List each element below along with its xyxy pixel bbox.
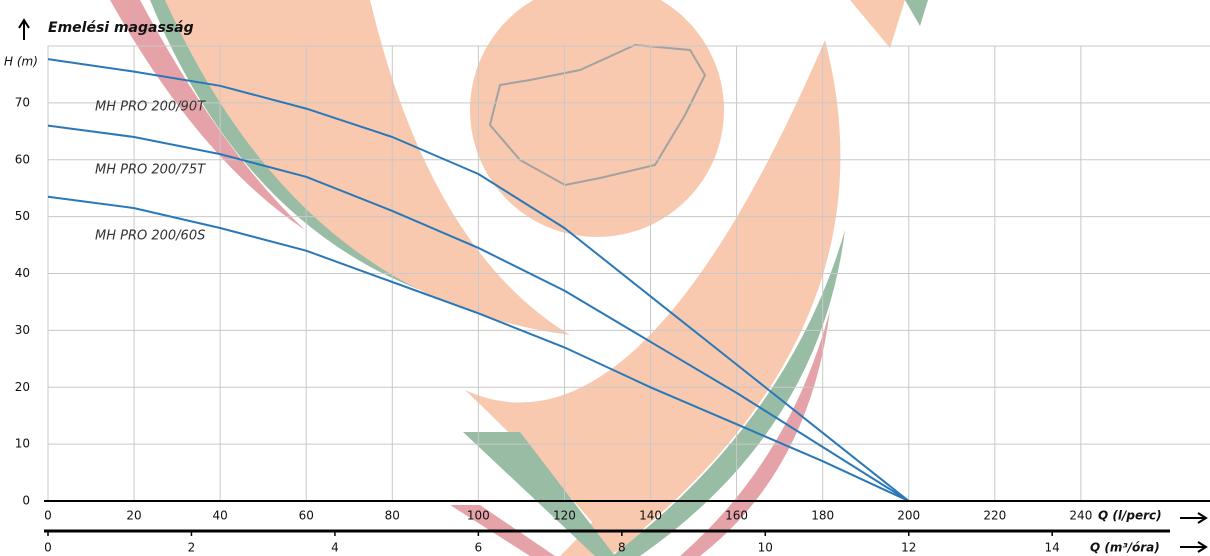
x-tick-label: 100 bbox=[467, 509, 490, 523]
x-tick-label: 160 bbox=[725, 509, 748, 523]
y-tick-label: 70 bbox=[15, 95, 30, 109]
y-tick-label: 10 bbox=[15, 437, 30, 451]
x-tick-label: 120 bbox=[553, 509, 576, 523]
x-tick-label: 240 bbox=[1069, 509, 1092, 523]
x-arrow bbox=[1180, 512, 1208, 524]
x2-tick-label: 4 bbox=[331, 541, 339, 555]
x-tick-label: 220 bbox=[983, 509, 1006, 523]
curve-label: MH PRO 200/90T bbox=[95, 100, 206, 115]
curve-label: MH PRO 200/75T bbox=[95, 163, 206, 178]
y-tick-label: 30 bbox=[15, 323, 30, 337]
x-tick-label: 80 bbox=[385, 509, 400, 523]
lines bbox=[47, 58, 910, 502]
x-tick-label: 140 bbox=[639, 509, 662, 523]
x2-arrow bbox=[1180, 541, 1208, 553]
y-axis-label: H (m) bbox=[4, 55, 38, 69]
y-tick-label: 40 bbox=[15, 266, 30, 280]
y-arrow bbox=[18, 18, 30, 40]
background-decoration bbox=[110, 0, 928, 556]
x2-tick-label: 0 bbox=[44, 541, 52, 555]
x2-tick-label: 12 bbox=[901, 541, 916, 555]
curve-label: MH PRO 200/60S bbox=[95, 229, 205, 244]
curve bbox=[47, 195, 910, 502]
x2-tick-label: 14 bbox=[1045, 541, 1060, 555]
x-axis-label: Q (l/perc) bbox=[1098, 509, 1162, 523]
x-tick-label: 60 bbox=[299, 509, 314, 523]
x-tick-label: 180 bbox=[811, 509, 834, 523]
x-tick-label: 20 bbox=[126, 509, 141, 523]
x-tick-label: 0 bbox=[44, 509, 52, 523]
x2-tick-label: 8 bbox=[618, 541, 626, 555]
x-tick-label: 200 bbox=[897, 509, 920, 523]
x2-tick-label: 2 bbox=[188, 541, 196, 555]
curve bbox=[47, 124, 910, 502]
y-tick-label: 20 bbox=[15, 380, 30, 394]
x2-axis-label: Q (m³/óra) bbox=[1090, 541, 1160, 555]
x2-tick-label: 10 bbox=[758, 541, 773, 555]
y-tick-label: 0 bbox=[22, 494, 30, 508]
curve bbox=[47, 58, 910, 502]
chart-title: Emelési magasság bbox=[48, 20, 194, 36]
y-tick-label: 50 bbox=[15, 209, 30, 223]
grid bbox=[47, 45, 1210, 502]
x2-tick-label: 6 bbox=[475, 541, 483, 555]
x-tick-label: 40 bbox=[213, 509, 228, 523]
y-tick-label: 60 bbox=[15, 152, 30, 166]
